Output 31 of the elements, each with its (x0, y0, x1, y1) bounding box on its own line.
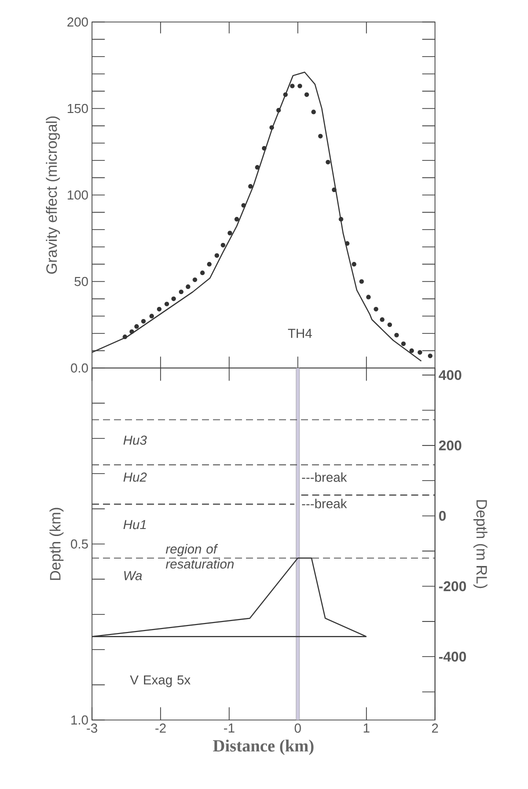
y-tick-label: 0.0 (70, 363, 88, 373)
y-tick-label: 1.0 (71, 715, 88, 725)
x-tick-label: 1 (364, 724, 370, 732)
x-tick-label: 2 (432, 724, 438, 733)
annotation: Hu2 (123, 472, 147, 482)
y2-tick-label: 200 (439, 440, 462, 450)
y2-tick-label: 0 (439, 510, 446, 521)
y-tick-label: 100 (68, 190, 88, 200)
annotation: V Exag 5x (130, 675, 190, 688)
annotation: ---break (302, 498, 347, 508)
y-tick-label: 50 (74, 276, 88, 286)
annotation: Hu1 (123, 520, 146, 530)
annotation: region of resaturation (166, 544, 234, 569)
y2-tick-label: -400 (439, 652, 466, 662)
annotation: TH4 (288, 328, 312, 338)
x-tick-label: -3 (86, 724, 98, 733)
x-tick-label: -1 (224, 724, 234, 732)
y-tick-label: 150 (68, 104, 88, 114)
x-tick-label: -2 (155, 724, 166, 733)
y2-axis-title: Depth (m RL) (473, 500, 488, 588)
y2-tick-label: 400 (438, 370, 462, 380)
y-tick-label: 0.5 (70, 539, 88, 549)
x-tick-label: 0 (294, 724, 301, 733)
annotation: ---break (302, 472, 347, 482)
annotation: Wa (124, 571, 142, 580)
annotation: Hu3 (123, 436, 147, 445)
y2-tick-label: -200 (439, 581, 466, 592)
y-axis-title: Depth (km) (50, 508, 64, 580)
x-axis-title: Distance (km) (213, 740, 314, 756)
y-tick-label: 200 (67, 17, 88, 27)
y-axis-title: Gravity effect (microgal) (46, 116, 60, 274)
